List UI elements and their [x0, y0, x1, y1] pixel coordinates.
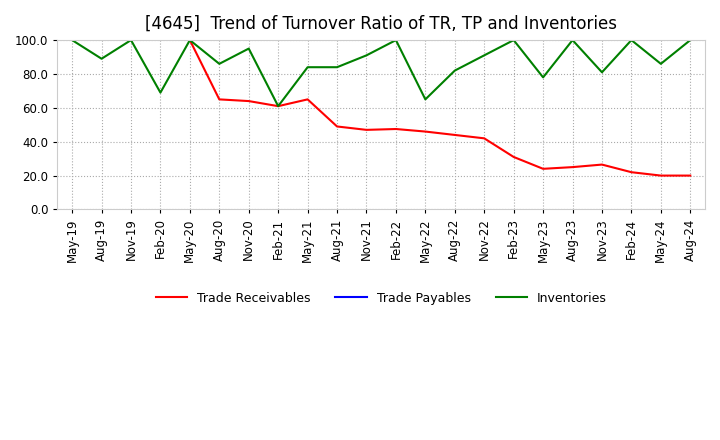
Trade Receivables — [451, 132, 459, 138]
Inventories — [539, 75, 547, 80]
Trade Receivables — [421, 129, 430, 134]
Title: [4645]  Trend of Turnover Ratio of TR, TP and Inventories: [4645] Trend of Turnover Ratio of TR, TP… — [145, 15, 617, 33]
Inventories — [244, 46, 253, 51]
Inventories — [303, 65, 312, 70]
Trade Receivables — [303, 97, 312, 102]
Inventories — [451, 68, 459, 73]
Inventories — [598, 70, 606, 75]
Trade Receivables — [392, 126, 400, 132]
Inventories — [568, 37, 577, 43]
Inventories — [215, 61, 224, 66]
Trade Receivables — [598, 162, 606, 167]
Inventories — [627, 37, 636, 43]
Trade Receivables — [274, 103, 282, 109]
Trade Receivables — [333, 124, 341, 129]
Inventories — [362, 53, 371, 58]
Inventories — [657, 61, 665, 66]
Inventories — [156, 90, 165, 95]
Inventories — [127, 37, 135, 43]
Inventories — [68, 37, 76, 43]
Inventories — [186, 37, 194, 43]
Trade Receivables — [539, 166, 547, 172]
Inventories — [97, 56, 106, 61]
Inventories — [274, 103, 282, 109]
Trade Receivables — [627, 169, 636, 175]
Trade Receivables — [362, 127, 371, 132]
Trade Receivables — [186, 37, 194, 43]
Legend: Trade Receivables, Trade Payables, Inventories: Trade Receivables, Trade Payables, Inven… — [150, 287, 612, 310]
Trade Receivables — [568, 165, 577, 170]
Trade Receivables — [509, 154, 518, 160]
Line: Inventories: Inventories — [72, 40, 690, 106]
Inventories — [509, 37, 518, 43]
Trade Receivables — [686, 173, 695, 178]
Inventories — [333, 65, 341, 70]
Inventories — [421, 97, 430, 102]
Inventories — [392, 37, 400, 43]
Line: Trade Receivables: Trade Receivables — [190, 40, 690, 176]
Trade Receivables — [657, 173, 665, 178]
Trade Receivables — [244, 99, 253, 104]
Inventories — [480, 53, 489, 58]
Inventories — [686, 37, 695, 43]
Trade Receivables — [215, 97, 224, 102]
Trade Receivables — [480, 136, 489, 141]
